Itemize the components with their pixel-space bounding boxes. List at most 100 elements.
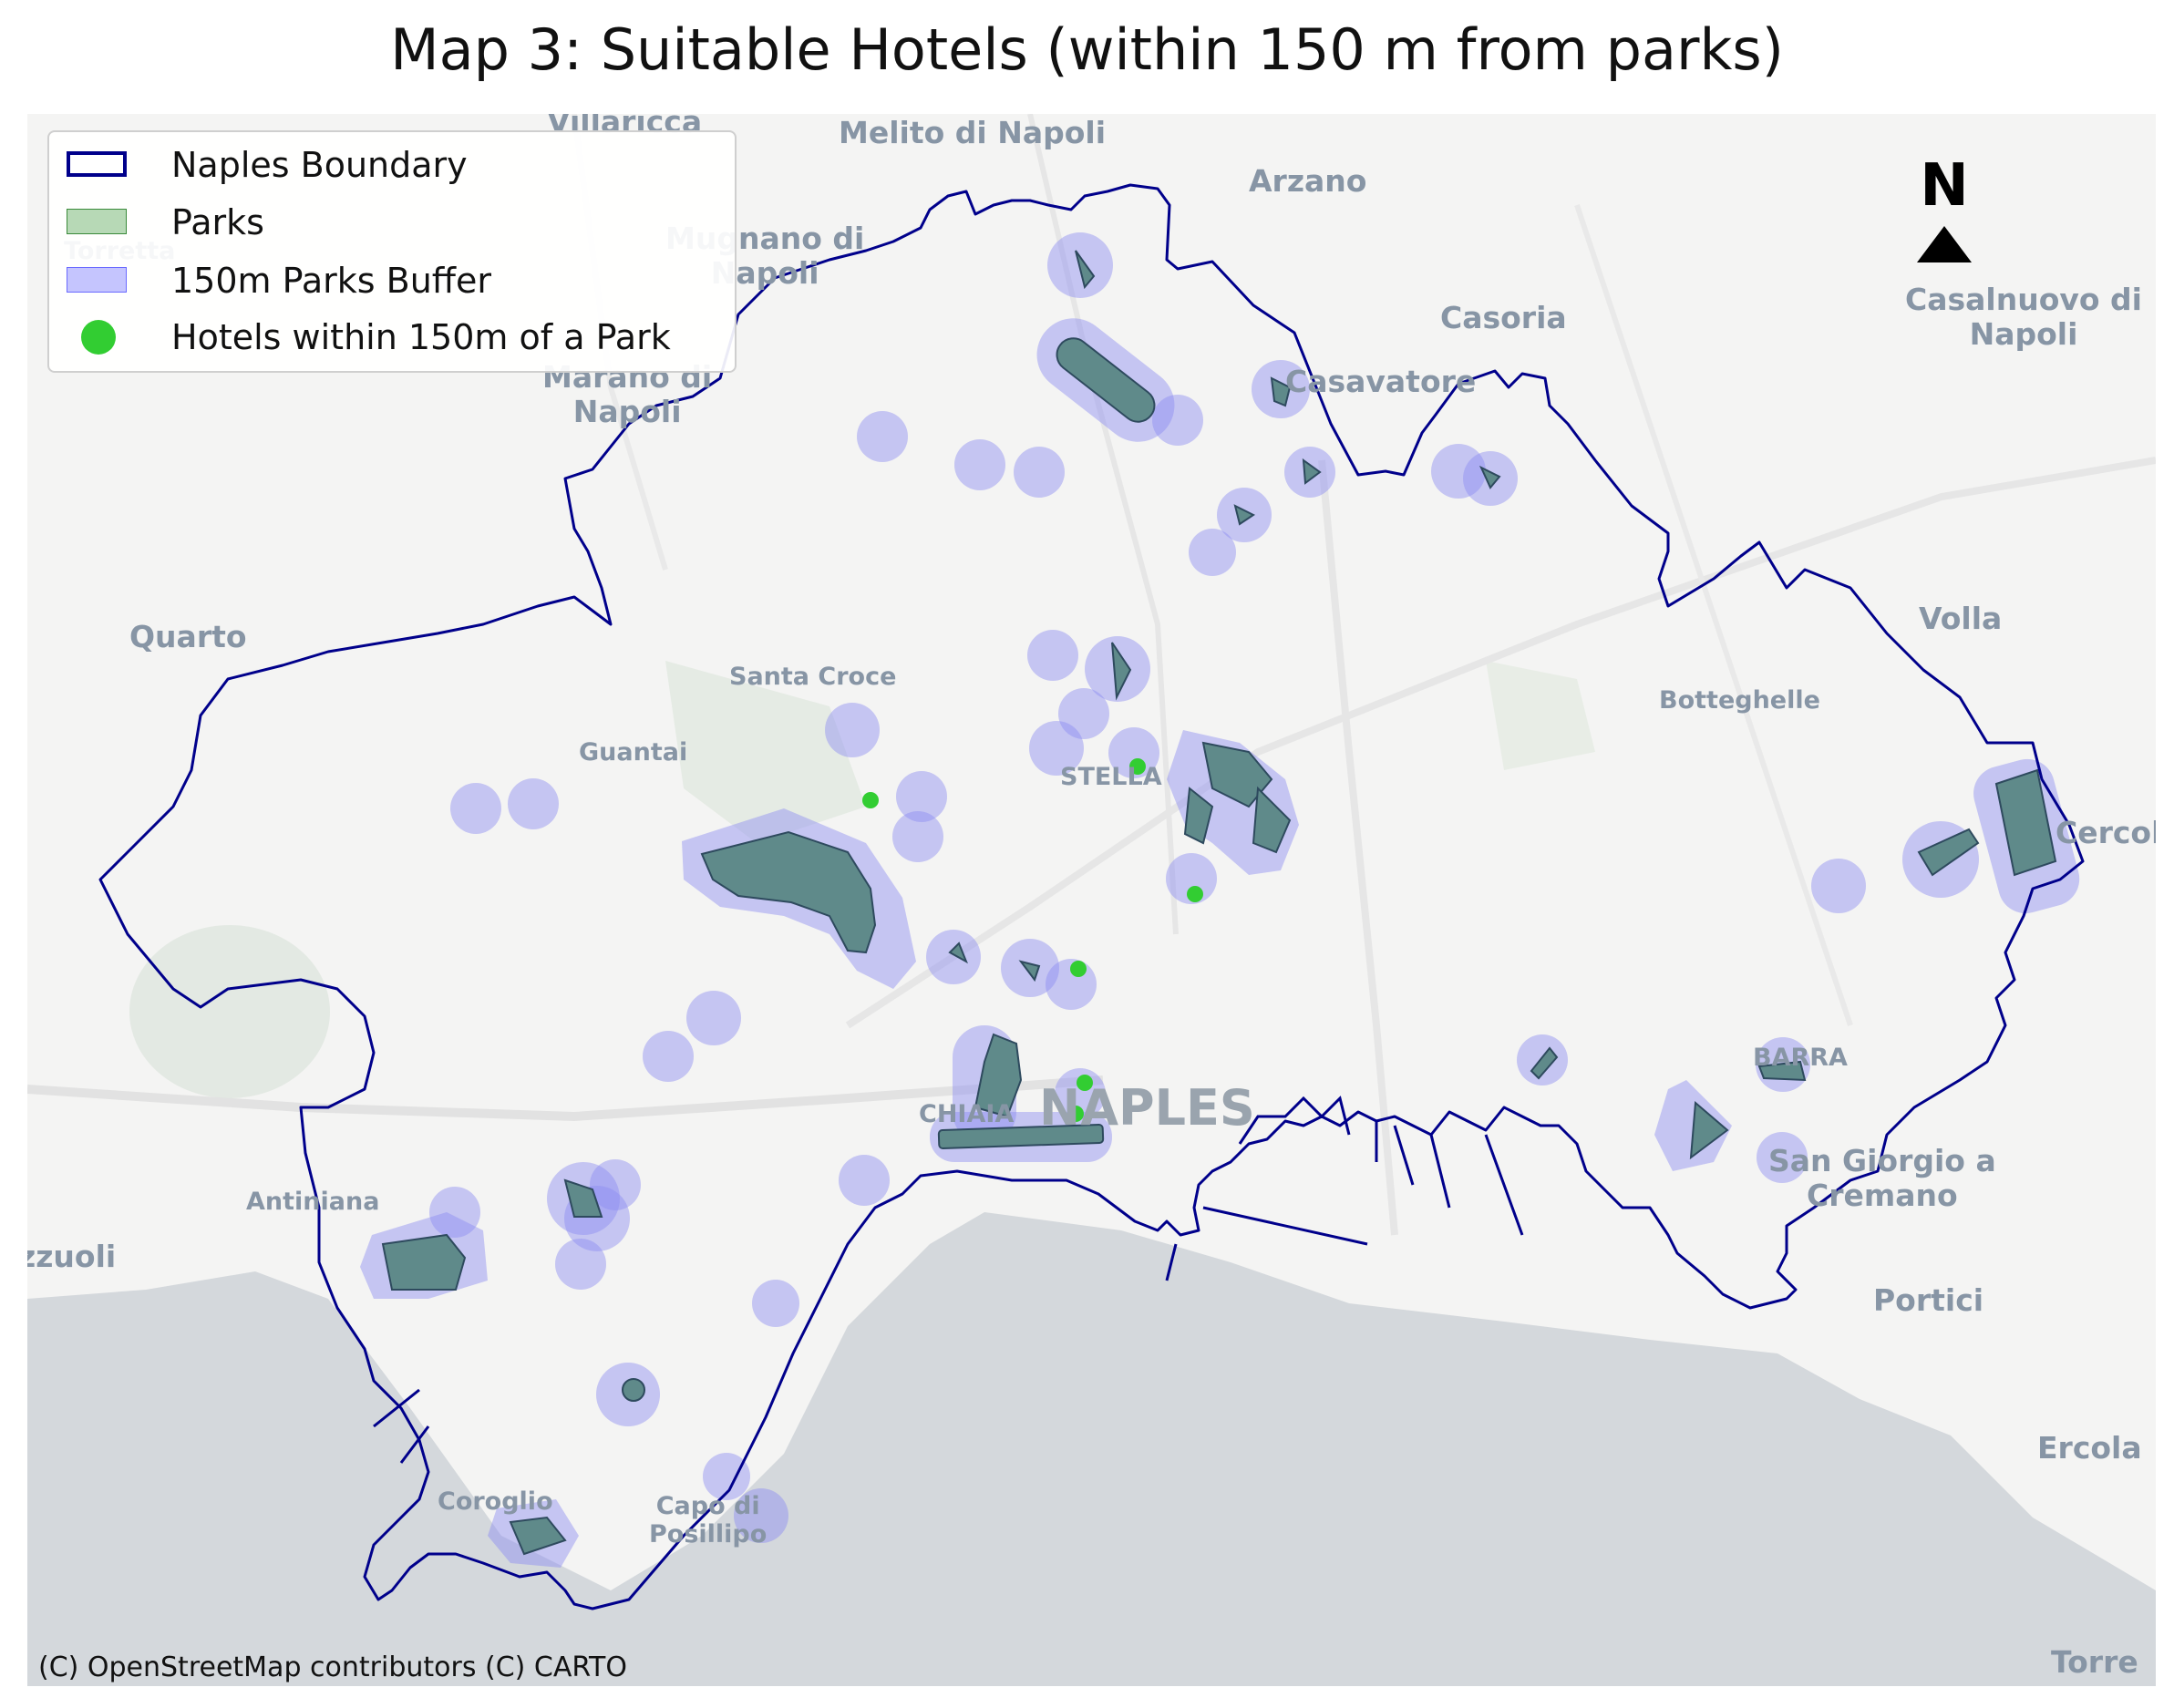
- legend-label: Parks: [171, 202, 264, 242]
- buffer-swatch: [62, 257, 135, 304]
- legend-item-boundary: Naples Boundary: [62, 141, 468, 189]
- place-label: San Giorgio a Cremano: [1768, 1143, 1996, 1213]
- park-buffer: [1811, 859, 1866, 913]
- park: [1479, 465, 1501, 489]
- legend-label: Naples Boundary: [171, 145, 468, 185]
- park: [1111, 642, 1132, 701]
- north-arrow: N: [1914, 157, 1974, 262]
- park: [1757, 1060, 1807, 1082]
- road: [27, 1075, 1104, 1122]
- map-attribution: (C) OpenStreetMap contributors (C) CARTO: [38, 1651, 627, 1683]
- park-buffer: [1014, 447, 1065, 498]
- park-buffer: [643, 1031, 694, 1082]
- place-label: Casalnuovo di Napoli: [1905, 282, 2142, 352]
- north-arrow-icon: [1917, 226, 1972, 262]
- park-buffer: [1189, 529, 1236, 576]
- map-layers: [27, 114, 2156, 1686]
- park: [563, 1178, 603, 1218]
- hotel-swatch: [62, 314, 135, 361]
- place-label: Arzano: [1249, 163, 1367, 199]
- north-label: N: [1920, 152, 1969, 220]
- park-buffer: [1757, 1132, 1808, 1183]
- park: [1917, 828, 1980, 877]
- park: [1530, 1046, 1559, 1080]
- park: [1056, 337, 1156, 423]
- park: [622, 1378, 645, 1402]
- place-label: CHIAIA: [919, 1100, 1015, 1128]
- parks-layer: [381, 250, 2057, 1556]
- hotel-marker: [1070, 961, 1087, 977]
- park-buffer: [429, 1187, 480, 1238]
- park-buffer: [508, 778, 559, 829]
- park-buffer: [1058, 688, 1109, 739]
- park-buffer: [734, 1488, 788, 1543]
- park: [948, 941, 968, 964]
- place-label: Antiniana: [246, 1188, 380, 1216]
- park-buffer: [825, 703, 880, 757]
- hotel-marker: [1187, 886, 1203, 902]
- place-label: Portici: [1873, 1282, 1984, 1318]
- place-label: zzuoli: [27, 1239, 117, 1274]
- green-area: [1486, 661, 1595, 770]
- park: [1018, 960, 1041, 983]
- map-canvas[interactable]: Villaricca Melito di Napoli Arzano Torre…: [27, 114, 2156, 1686]
- park-buffer: [839, 1155, 890, 1206]
- place-label: Santa Croce: [729, 663, 897, 691]
- parks-swatch: [62, 199, 135, 246]
- park-buffer: [896, 771, 947, 822]
- park: [1302, 458, 1322, 485]
- park-buffer: [1152, 395, 1203, 446]
- road: [1318, 459, 1398, 1236]
- park: [1075, 250, 1096, 290]
- park: [1270, 376, 1292, 407]
- legend-label: Hotels within 150m of a Park: [171, 317, 671, 357]
- hotels-layer: [862, 758, 1203, 1122]
- place-label: Ercola: [2037, 1430, 2142, 1466]
- park-buffer: [857, 411, 908, 462]
- place-label: Quarto: [129, 619, 247, 654]
- park: [1252, 786, 1292, 854]
- place-label: Cercola: [2056, 815, 2156, 850]
- park-buffer: [450, 783, 501, 834]
- place-label: Capo di Posillipo: [649, 1492, 768, 1549]
- legend-item-buffer: 150m Parks Buffer: [62, 257, 491, 304]
- naples-boundary: [98, 183, 2085, 1610]
- park-buffer: [590, 1159, 641, 1210]
- place-label: Torre: [2051, 1644, 2138, 1680]
- park: [1183, 787, 1214, 845]
- astroni-crater: [129, 925, 330, 1098]
- hotel-marker: [862, 792, 879, 808]
- legend-item-parks: Parks: [62, 199, 264, 246]
- park-buffer: [686, 991, 741, 1045]
- legend-label: 150m Parks Buffer: [171, 261, 491, 301]
- park-buffer: [954, 439, 1005, 490]
- place-label: NAPLES: [1039, 1079, 1255, 1137]
- park: [1689, 1100, 1729, 1160]
- place-label: Melito di Napoli: [839, 115, 1107, 150]
- hotel-marker: [1067, 1106, 1084, 1122]
- park: [1994, 768, 2057, 877]
- road: [1027, 114, 1179, 935]
- green-area: [665, 661, 866, 843]
- road: [845, 457, 2156, 1029]
- park: [700, 830, 877, 954]
- park-buffer: [1027, 630, 1078, 681]
- park: [974, 1033, 1023, 1118]
- place-label: Casavatore: [1285, 364, 1477, 399]
- park: [937, 1124, 1105, 1149]
- place-label: Casoria: [1440, 300, 1567, 335]
- park-buffer: [926, 930, 981, 984]
- place-label: Guantai: [579, 738, 688, 767]
- map-title: Map 3: Suitable Hotels (within 150 m fro…: [390, 16, 1784, 83]
- sea-area: [27, 1212, 2156, 1686]
- park-buffer: [1166, 853, 1217, 904]
- hotel-marker: [1077, 1075, 1093, 1091]
- park-buffer: [1029, 721, 1084, 776]
- harbour-piers: [373, 1096, 1524, 1464]
- boundary-swatch: [62, 141, 135, 189]
- place-label: Volla: [1919, 601, 2003, 636]
- park-buffer: [555, 1239, 606, 1290]
- park-buffer: [1108, 727, 1159, 778]
- place-label: STELLA: [1060, 763, 1162, 791]
- place-label: Coroglio: [438, 1487, 553, 1516]
